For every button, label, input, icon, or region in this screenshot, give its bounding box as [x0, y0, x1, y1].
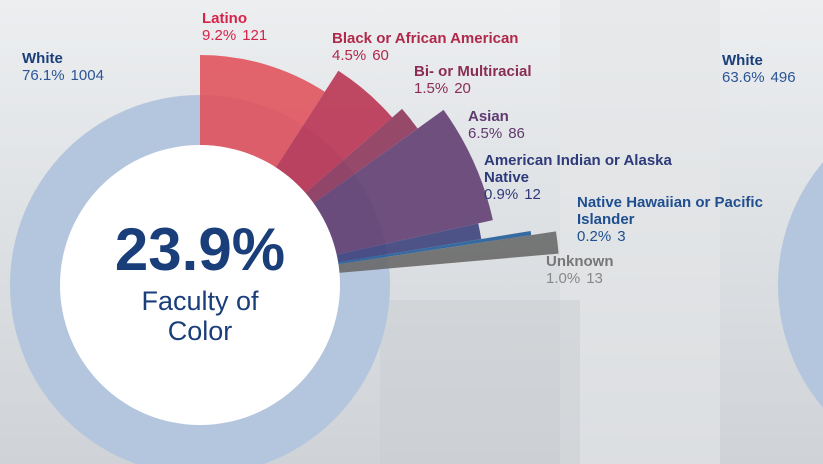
background-building	[380, 300, 580, 464]
percent-label: 0.2%	[577, 228, 611, 245]
percent-label: 63.6%	[722, 69, 765, 86]
category-name: White	[22, 50, 104, 67]
value-line: 1.5% 20	[414, 80, 532, 97]
value-line: 6.5% 86	[468, 125, 525, 142]
category-name: Unknown	[546, 253, 614, 270]
count-label: 496	[771, 69, 796, 86]
category-name: Latino	[202, 10, 267, 27]
category-name: Asian	[468, 108, 525, 125]
count-label: 121	[242, 27, 267, 44]
count-label: 20	[454, 80, 471, 97]
value-line: 0.2% 3	[577, 228, 767, 245]
category-name: Native Hawaiian or Pacific Islander	[577, 194, 767, 228]
percent-label: 1.0%	[546, 270, 580, 287]
value-line: 76.1% 1004	[22, 67, 104, 84]
percent-label: 9.2%	[202, 27, 236, 44]
category-name: American Indian or Alaska Native	[484, 152, 674, 186]
value-line: 9.2% 121	[202, 27, 267, 44]
value-line: 1.0% 13	[546, 270, 614, 287]
count-label: 60	[372, 47, 389, 64]
center-value: 23.9%	[80, 218, 320, 282]
count-label: 3	[617, 228, 625, 245]
percent-label: 76.1%	[22, 67, 65, 84]
infographic: White76.1%1004Latino9.2%121Black or Afri…	[0, 0, 823, 464]
center-label: 23.9% Faculty of Color	[80, 218, 320, 346]
count-label: 86	[508, 125, 525, 142]
count-label: 1004	[71, 67, 104, 84]
center-text: Faculty of Color	[125, 286, 275, 346]
count-label: 13	[586, 270, 603, 287]
category-name: White	[722, 52, 796, 69]
percent-label: 4.5%	[332, 47, 366, 64]
percent-label: 0.9%	[484, 186, 518, 203]
percent-label: 6.5%	[468, 125, 502, 142]
value-line: 4.5% 60	[332, 47, 518, 64]
category-name: Bi- or Multiracial	[414, 63, 532, 80]
percent-label: 1.5%	[414, 80, 448, 97]
category-name: Black or African American	[332, 30, 518, 47]
value-line: 63.6% 496	[722, 69, 796, 86]
count-label: 12	[524, 186, 541, 203]
